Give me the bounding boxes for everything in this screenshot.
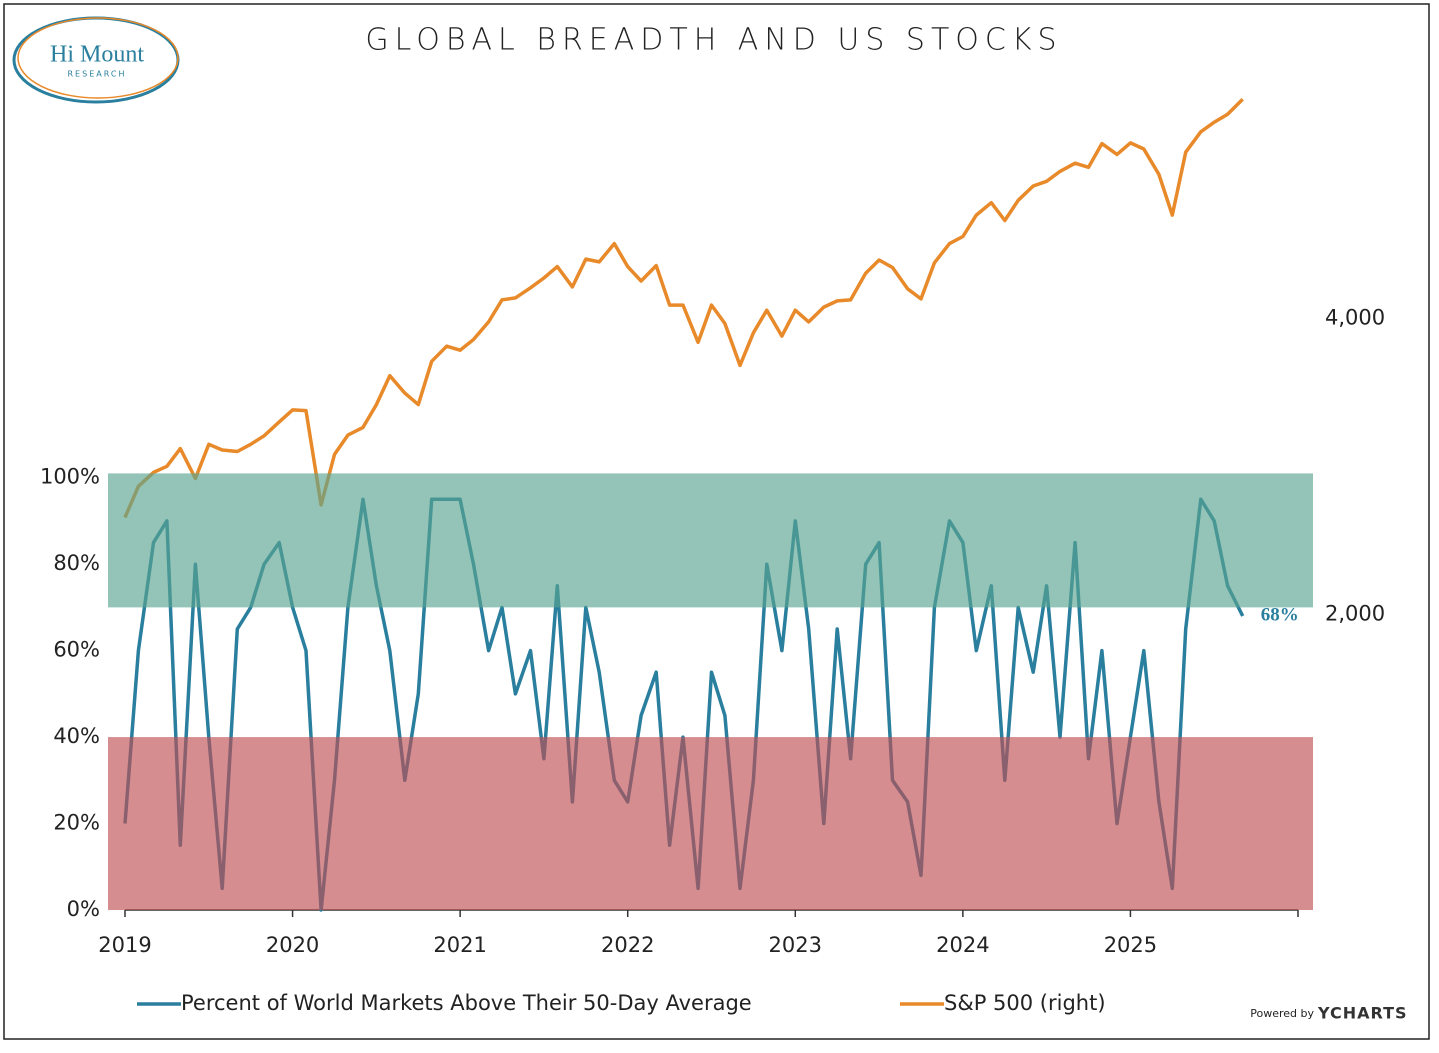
logo-name: Hi Mount xyxy=(50,42,144,68)
x-tick-label: 2025 xyxy=(1104,933,1157,957)
chart-title: GLOBAL BREADTH AND US STOCKS xyxy=(365,23,1062,58)
x-tick-label: 2022 xyxy=(601,933,654,957)
x-tick-label: 2019 xyxy=(98,933,151,957)
logo-ring xyxy=(17,17,179,99)
legend-label: Percent of World Markets Above Their 50-… xyxy=(181,991,752,1015)
x-tick-label: 2024 xyxy=(936,933,989,957)
y-tick-label: 40% xyxy=(53,724,100,748)
series-line xyxy=(123,98,1244,519)
x-tick-label: 2020 xyxy=(266,933,319,957)
band xyxy=(108,473,1313,608)
credit-brand: YCHARTS xyxy=(1317,1004,1408,1023)
legend-label: S&P 500 (right) xyxy=(944,991,1106,1015)
y-tick-label: 0% xyxy=(67,897,100,921)
y-tick-label: 60% xyxy=(53,638,100,662)
y-tick-label: 20% xyxy=(53,811,100,835)
credit-prefix: Powered by xyxy=(1250,1007,1314,1020)
value-label: 68% xyxy=(1261,604,1299,625)
y2-tick-label: 4,000 xyxy=(1325,306,1385,330)
band xyxy=(108,737,1313,910)
logo-sub: RESEARCH xyxy=(68,70,127,79)
y2-tick-label: 2,000 xyxy=(1325,601,1385,625)
y-tick-label: 100% xyxy=(40,465,100,489)
x-tick-label: 2021 xyxy=(433,933,486,957)
x-tick-label: 2023 xyxy=(769,933,822,957)
y-tick-label: 80% xyxy=(53,551,100,575)
